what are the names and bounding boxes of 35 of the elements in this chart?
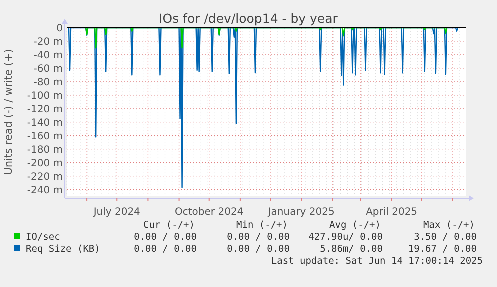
text: Max (-/+) [424, 220, 475, 231]
text: Cur (-/+) [144, 220, 195, 231]
text: Min (-/+) [236, 220, 288, 231]
text: 5.86m/ 0.00 [320, 244, 384, 255]
text: Last update: Sat Jun 14 17:00:14 2025 [271, 256, 483, 267]
x-tick-label: April 2025 [366, 207, 418, 218]
y-tick-label: -100 m [27, 90, 63, 102]
y-tick-label: -180 m [27, 144, 63, 156]
chart-title: IOs for /dev/loop14 - by year [159, 11, 339, 26]
y-tick-label: -20 m [34, 36, 63, 48]
x-tick-label: January 2025 [267, 207, 335, 218]
y-tick-label: -200 m [27, 158, 63, 170]
text: 0.00 / 0.00 [134, 244, 198, 255]
text: Avg (-/+) [330, 220, 381, 231]
text: 0.00 / 0.00 [227, 244, 290, 255]
y-tick-label: -160 m [27, 131, 63, 142]
line-series [68, 27, 459, 188]
y-tick-label: -140 m [27, 118, 63, 129]
legend-label: IO/sec [26, 232, 60, 243]
y-tick-label: -40 m [34, 50, 63, 62]
y-tick-label: -60 m [34, 64, 63, 75]
legend-label: Req Size (KB) [26, 244, 100, 255]
y-tick-label: -80 m [34, 77, 63, 88]
text: 19.67 / 0.00 [408, 244, 478, 255]
y-tick-label: -220 m [27, 172, 63, 183]
x-tick-label: October 2024 [175, 207, 244, 218]
y-tick-label: -240 m [27, 185, 63, 196]
x-tick-label: July 2024 [92, 207, 140, 218]
text: 427.90u/ 0.00 [308, 232, 384, 243]
text: 0.00 / 0.00 [227, 232, 290, 243]
y-tick-label: -120 m [27, 104, 63, 116]
y-axis-title: Units read (-) / write (+) [3, 49, 15, 176]
text: 3.50 / 0.00 [414, 232, 478, 243]
text: 0.00 / 0.00 [134, 232, 198, 243]
y-tick-label: 0 [56, 24, 63, 34]
